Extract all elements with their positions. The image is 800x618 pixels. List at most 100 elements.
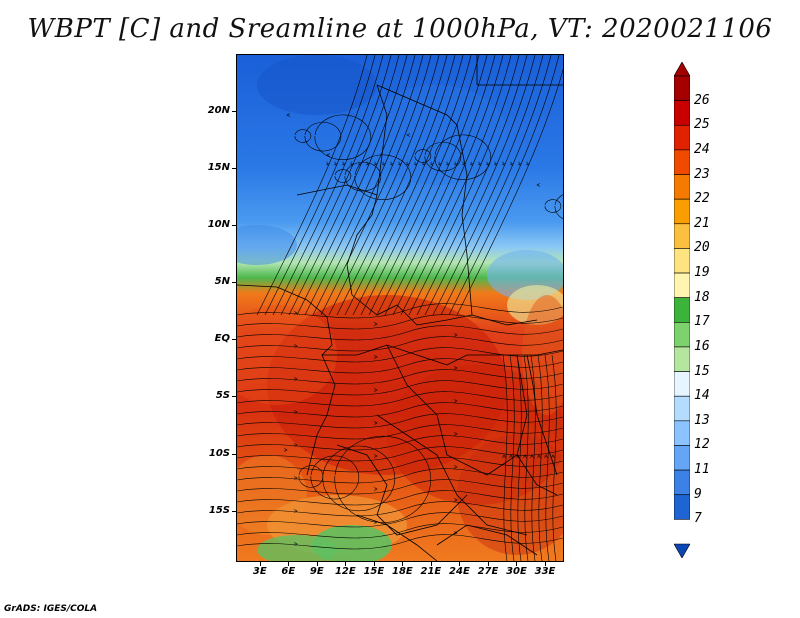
colorbar-scale: [673, 61, 691, 559]
colorbar-top-arrow: [673, 61, 691, 77]
lon-tick-label: 18E: [392, 566, 413, 577]
streamline: [344, 162, 382, 192]
colorbar-tick-label: 19: [694, 265, 710, 281]
streamline: [354, 154, 412, 200]
lat-tick-label: 15N: [207, 162, 230, 174]
streamline-arrow: [462, 161, 466, 166]
colorbar-segment: [673, 445, 691, 471]
streamline-arrow: [406, 133, 410, 137]
streamline: [516, 354, 522, 561]
colorbar-bottom-arrow: [673, 543, 691, 559]
lon-tick: [487, 562, 489, 566]
streamline-arrow: [284, 448, 288, 452]
streamline-arrow: [374, 388, 378, 392]
streamline: [237, 479, 563, 495]
lat-tick-label: 5N: [214, 276, 230, 288]
streamline: [523, 354, 529, 561]
lat-tick-label: 5S: [215, 390, 230, 402]
lat-tick-label: 10N: [207, 219, 230, 231]
streamline: [414, 149, 432, 163]
shade-patch: [237, 305, 337, 405]
streamline: [376, 55, 488, 316]
streamline: [328, 55, 440, 316]
colorbar-segment: [673, 223, 691, 249]
streamline-arrow: [350, 161, 354, 166]
colorbar-tick-label: 23: [694, 166, 710, 182]
shade-patch: [257, 55, 377, 115]
colorbar-tick-label: 20: [694, 240, 710, 256]
streamline-arrow: [398, 161, 402, 166]
streamline-arrow: [374, 421, 378, 425]
streamline: [237, 369, 563, 385]
streamline-arrow: [326, 161, 330, 166]
lat-tick: [232, 282, 236, 284]
streamline: [237, 303, 563, 319]
shade-patch: [237, 455, 307, 535]
streamline: [554, 194, 563, 219]
streamline: [288, 55, 400, 316]
colorbar-segment: [673, 395, 691, 422]
streamline-arrow: [374, 161, 378, 166]
colorbar-tick-label: 21: [694, 215, 710, 231]
streamline: [296, 55, 408, 316]
streamline: [237, 534, 563, 550]
shade-patch: [257, 535, 337, 561]
lat-tick: [232, 111, 236, 113]
streamline-arrow: [510, 161, 514, 166]
streamline-arrow: [294, 311, 298, 315]
streamline-arrow: [374, 355, 378, 359]
streamline: [310, 455, 360, 500]
border-line: [296, 184, 378, 196]
colorbar-segment: [673, 272, 691, 298]
colorbar-tick-label: 22: [694, 191, 710, 207]
streamline-arrow: [414, 161, 418, 166]
border-line: [322, 344, 563, 366]
streamline-arrow: [486, 161, 490, 166]
streamline: [237, 402, 563, 418]
colorbar-tick-label: 25: [694, 117, 710, 133]
streamline-arrow: [294, 443, 298, 447]
streamline-arrow: [438, 161, 442, 166]
colorbar-segment: [673, 469, 691, 496]
streamline: [237, 391, 563, 407]
lat-tick: [232, 339, 236, 341]
streamline: [304, 122, 342, 152]
lon-tick-label: 24E: [449, 566, 470, 577]
streamline-arrow: [523, 454, 527, 458]
lon-tick: [373, 562, 375, 566]
streamline: [368, 55, 480, 316]
streamline-arrow: [454, 333, 458, 337]
streamline-arrow: [374, 322, 378, 326]
map-panel: [236, 54, 564, 562]
streamline-arrow: [294, 377, 298, 381]
streamline-arrow: [518, 161, 522, 166]
colorbar: [673, 61, 691, 559]
colorbar-tick-label: 7: [694, 511, 702, 527]
border-line: [376, 414, 528, 536]
streamline-arrow: [286, 113, 290, 117]
streamline: [336, 55, 448, 316]
streamline-arrow: [454, 399, 458, 403]
lon-tick-label: 30E: [506, 566, 527, 577]
streamline-arrow: [454, 161, 458, 166]
colorbar-segment: [673, 198, 691, 225]
colorbar-segment: [673, 494, 691, 520]
lon-tick-label: 6E: [281, 566, 296, 577]
streamline-arrow: [422, 161, 426, 166]
streamline: [237, 380, 563, 396]
streamline: [322, 445, 396, 512]
colorbar-tick-label: 16: [694, 338, 710, 354]
colorbar-segment: [673, 100, 691, 126]
streamline: [456, 68, 563, 316]
colorbar-segment: [673, 420, 691, 446]
streamline: [312, 55, 424, 316]
streamline-arrow: [406, 161, 410, 166]
streamline-arrow: [326, 153, 330, 157]
streamline-arrow: [390, 161, 394, 166]
streamline: [256, 55, 368, 316]
streamline-arrow: [551, 454, 555, 458]
streamline: [544, 354, 550, 561]
streamline-arrow: [294, 344, 298, 348]
colorbar-tick-label: 26: [694, 92, 710, 108]
colorbar-tick-label: 24: [694, 141, 710, 157]
